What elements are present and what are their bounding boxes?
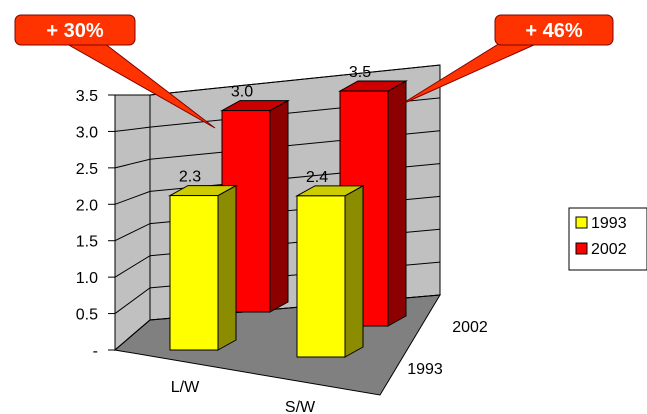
callouts: + 30% + 46% — [14, 14, 614, 129]
category-label: L/W — [171, 379, 200, 396]
category-labels: L/W S/W — [171, 379, 316, 414]
legend-swatch — [575, 216, 588, 229]
y-tick-label: 1.0 — [76, 270, 98, 287]
callout-box — [14, 14, 136, 46]
y-tick-label: 2.5 — [76, 161, 98, 178]
left-wall — [114, 94, 151, 352]
y-tick-labels: - 0.5 1.0 1.5 2.0 2.5 3.0 3.5 — [76, 88, 115, 360]
legend-swatch — [575, 242, 588, 255]
y-tick-label: 3.0 — [76, 124, 98, 141]
y-tick-label: - — [93, 343, 98, 360]
bar — [169, 195, 219, 351]
bar-side — [387, 80, 407, 327]
bar — [296, 195, 346, 358]
data-label: 2.3 — [179, 169, 201, 186]
callout-text: + 46% — [525, 20, 582, 42]
callout-text: + 30% — [46, 20, 103, 42]
data-labels: 3.0 3.5 2.3 2.4 — [179, 64, 371, 186]
depth-labels: 1993 2002 — [407, 319, 488, 378]
data-label: 2.4 — [306, 169, 328, 186]
bars — [168, 80, 408, 358]
data-label: 3.5 — [349, 64, 371, 81]
y-tick-label: 0.5 — [76, 307, 98, 324]
depth-label: 2002 — [452, 319, 488, 336]
bar-side — [269, 99, 289, 313]
legend: 1993 2002 — [568, 207, 647, 271]
y-tick-label: 3.5 — [76, 88, 98, 105]
callout-box — [494, 14, 614, 46]
legend-label: 1993 — [591, 215, 627, 232]
gridline — [115, 64, 441, 96]
bar-side — [344, 185, 364, 358]
y-tick-label: 1.5 — [76, 234, 98, 251]
bar-side — [217, 184, 237, 351]
category-label: S/W — [285, 399, 316, 414]
y-tick-label: 2.0 — [76, 197, 98, 214]
data-label: 3.0 — [231, 84, 253, 101]
depth-label: 1993 — [407, 361, 443, 378]
legend-label: 2002 — [591, 241, 627, 258]
